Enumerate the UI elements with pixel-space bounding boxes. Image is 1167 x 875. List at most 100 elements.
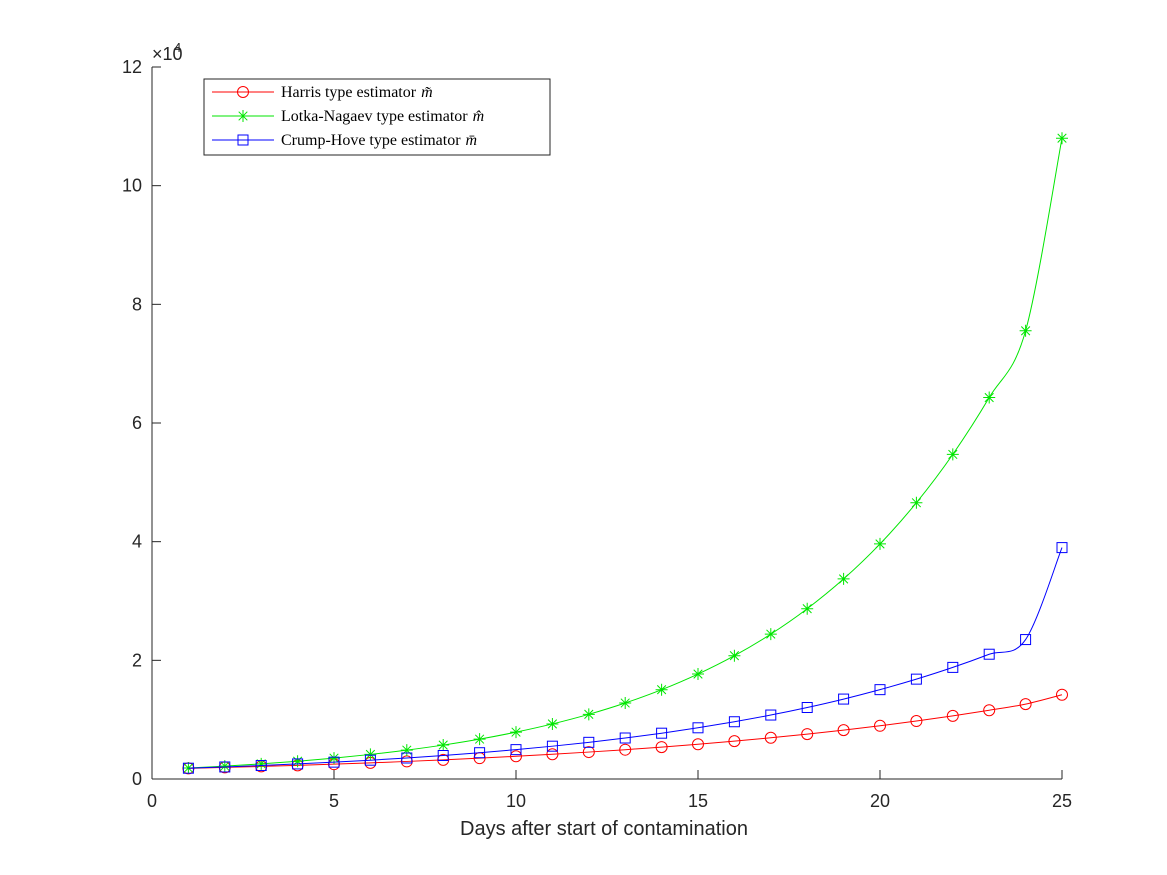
data-point xyxy=(874,719,886,732)
data-point xyxy=(1056,542,1068,554)
data-point xyxy=(1019,324,1032,337)
legend: Harris type estimator m̃ Lotka-Nagaev type… xyxy=(203,78,551,156)
data-point xyxy=(546,717,559,730)
legend-marker xyxy=(237,86,249,98)
x-tick-label: 10 xyxy=(506,791,526,811)
data-point xyxy=(255,760,267,772)
data-point xyxy=(292,758,304,770)
data-point xyxy=(1020,634,1032,646)
data-point xyxy=(510,744,522,756)
data-point xyxy=(764,731,777,744)
data-point xyxy=(801,728,814,741)
legend-symbol: m̃ xyxy=(421,84,433,101)
data-point xyxy=(655,683,668,696)
legend-marker xyxy=(237,110,249,122)
series-line xyxy=(188,547,1063,769)
data-point xyxy=(510,750,522,763)
data-point xyxy=(946,709,959,722)
data-point xyxy=(291,755,304,768)
series-line xyxy=(188,694,1063,769)
data-point xyxy=(364,754,376,766)
data-point xyxy=(837,572,850,585)
data-point xyxy=(910,496,923,509)
data-point xyxy=(692,738,704,751)
data-point xyxy=(874,537,886,550)
data-point xyxy=(728,735,741,748)
y-tick-label: 2 xyxy=(132,650,142,670)
legend-symbol: m̄ xyxy=(466,132,478,149)
data-point xyxy=(728,649,741,662)
plot-frame xyxy=(152,67,1062,779)
data-point xyxy=(910,715,923,728)
data-point xyxy=(765,709,777,721)
plot-area xyxy=(151,67,1062,780)
legend-marker xyxy=(237,134,249,146)
data-point xyxy=(401,752,413,764)
data-point xyxy=(437,739,450,752)
series-2 xyxy=(182,132,1068,775)
data-point xyxy=(1056,132,1068,145)
x-tick-label: 25 xyxy=(1052,791,1072,811)
data-point xyxy=(546,748,559,761)
data-point xyxy=(218,760,231,773)
legend-label: Crump-Hove type estimator xyxy=(281,132,461,149)
data-point xyxy=(1019,698,1032,711)
y-tick-label: 0 xyxy=(132,769,142,789)
y-tick-label: 6 xyxy=(132,413,142,433)
y-tick-label: 10 xyxy=(122,176,142,196)
data-point xyxy=(947,661,959,673)
legend-label: Harris type estimator xyxy=(281,84,417,101)
data-point xyxy=(583,736,595,748)
data-point xyxy=(910,673,922,685)
y-exponent-base: ×10 xyxy=(152,44,183,64)
y-tick-label: 8 xyxy=(132,294,142,314)
data-point xyxy=(364,748,377,761)
data-point xyxy=(219,761,231,773)
series-3 xyxy=(182,542,1068,774)
data-point xyxy=(582,746,595,759)
data-point xyxy=(946,448,959,461)
data-point xyxy=(619,696,632,709)
data-point xyxy=(400,744,413,757)
data-point xyxy=(838,693,850,705)
x-tick-label: 20 xyxy=(870,791,890,811)
data-point xyxy=(655,741,668,754)
data-point xyxy=(801,702,813,714)
data-point xyxy=(182,762,194,774)
data-point xyxy=(1056,688,1068,701)
data-point xyxy=(837,724,850,737)
data-point xyxy=(764,628,777,641)
x-tick-label: 0 xyxy=(147,791,157,811)
y-exponent-power: 4 xyxy=(174,40,181,55)
series-layer xyxy=(182,132,1068,775)
data-point xyxy=(983,704,996,717)
data-point xyxy=(474,747,486,759)
x-ticks: 0 5 10 15 20 25 xyxy=(147,770,1072,811)
data-point xyxy=(801,602,814,615)
y-tick-label: 12 xyxy=(122,57,142,77)
data-point xyxy=(582,708,595,721)
data-point xyxy=(656,727,668,739)
data-point xyxy=(328,756,340,768)
data-point xyxy=(619,732,631,744)
y-tick-label: 4 xyxy=(132,532,142,552)
y-ticks: 0 2 4 6 8 10 12 xyxy=(122,57,161,789)
data-point xyxy=(328,752,340,765)
legend-symbol: m̂ xyxy=(473,108,485,125)
data-point xyxy=(692,668,704,681)
legend-label: Lotka-Nagaev type estimator xyxy=(281,108,468,125)
data-point xyxy=(255,757,268,770)
data-point xyxy=(546,740,558,752)
legend-entry: Harris type estimator m̃ xyxy=(212,84,433,101)
x-axis-title: Days after start of contamination xyxy=(460,818,748,840)
data-point xyxy=(874,684,886,696)
data-point xyxy=(437,750,449,762)
legend-entry: Lotka-Nagaev type estimator m̂ xyxy=(212,108,484,125)
data-point xyxy=(728,716,740,728)
data-point xyxy=(473,733,486,746)
data-point xyxy=(692,722,704,734)
data-point xyxy=(510,726,522,739)
data-point xyxy=(983,391,996,404)
x-tick-label: 5 xyxy=(329,791,339,811)
